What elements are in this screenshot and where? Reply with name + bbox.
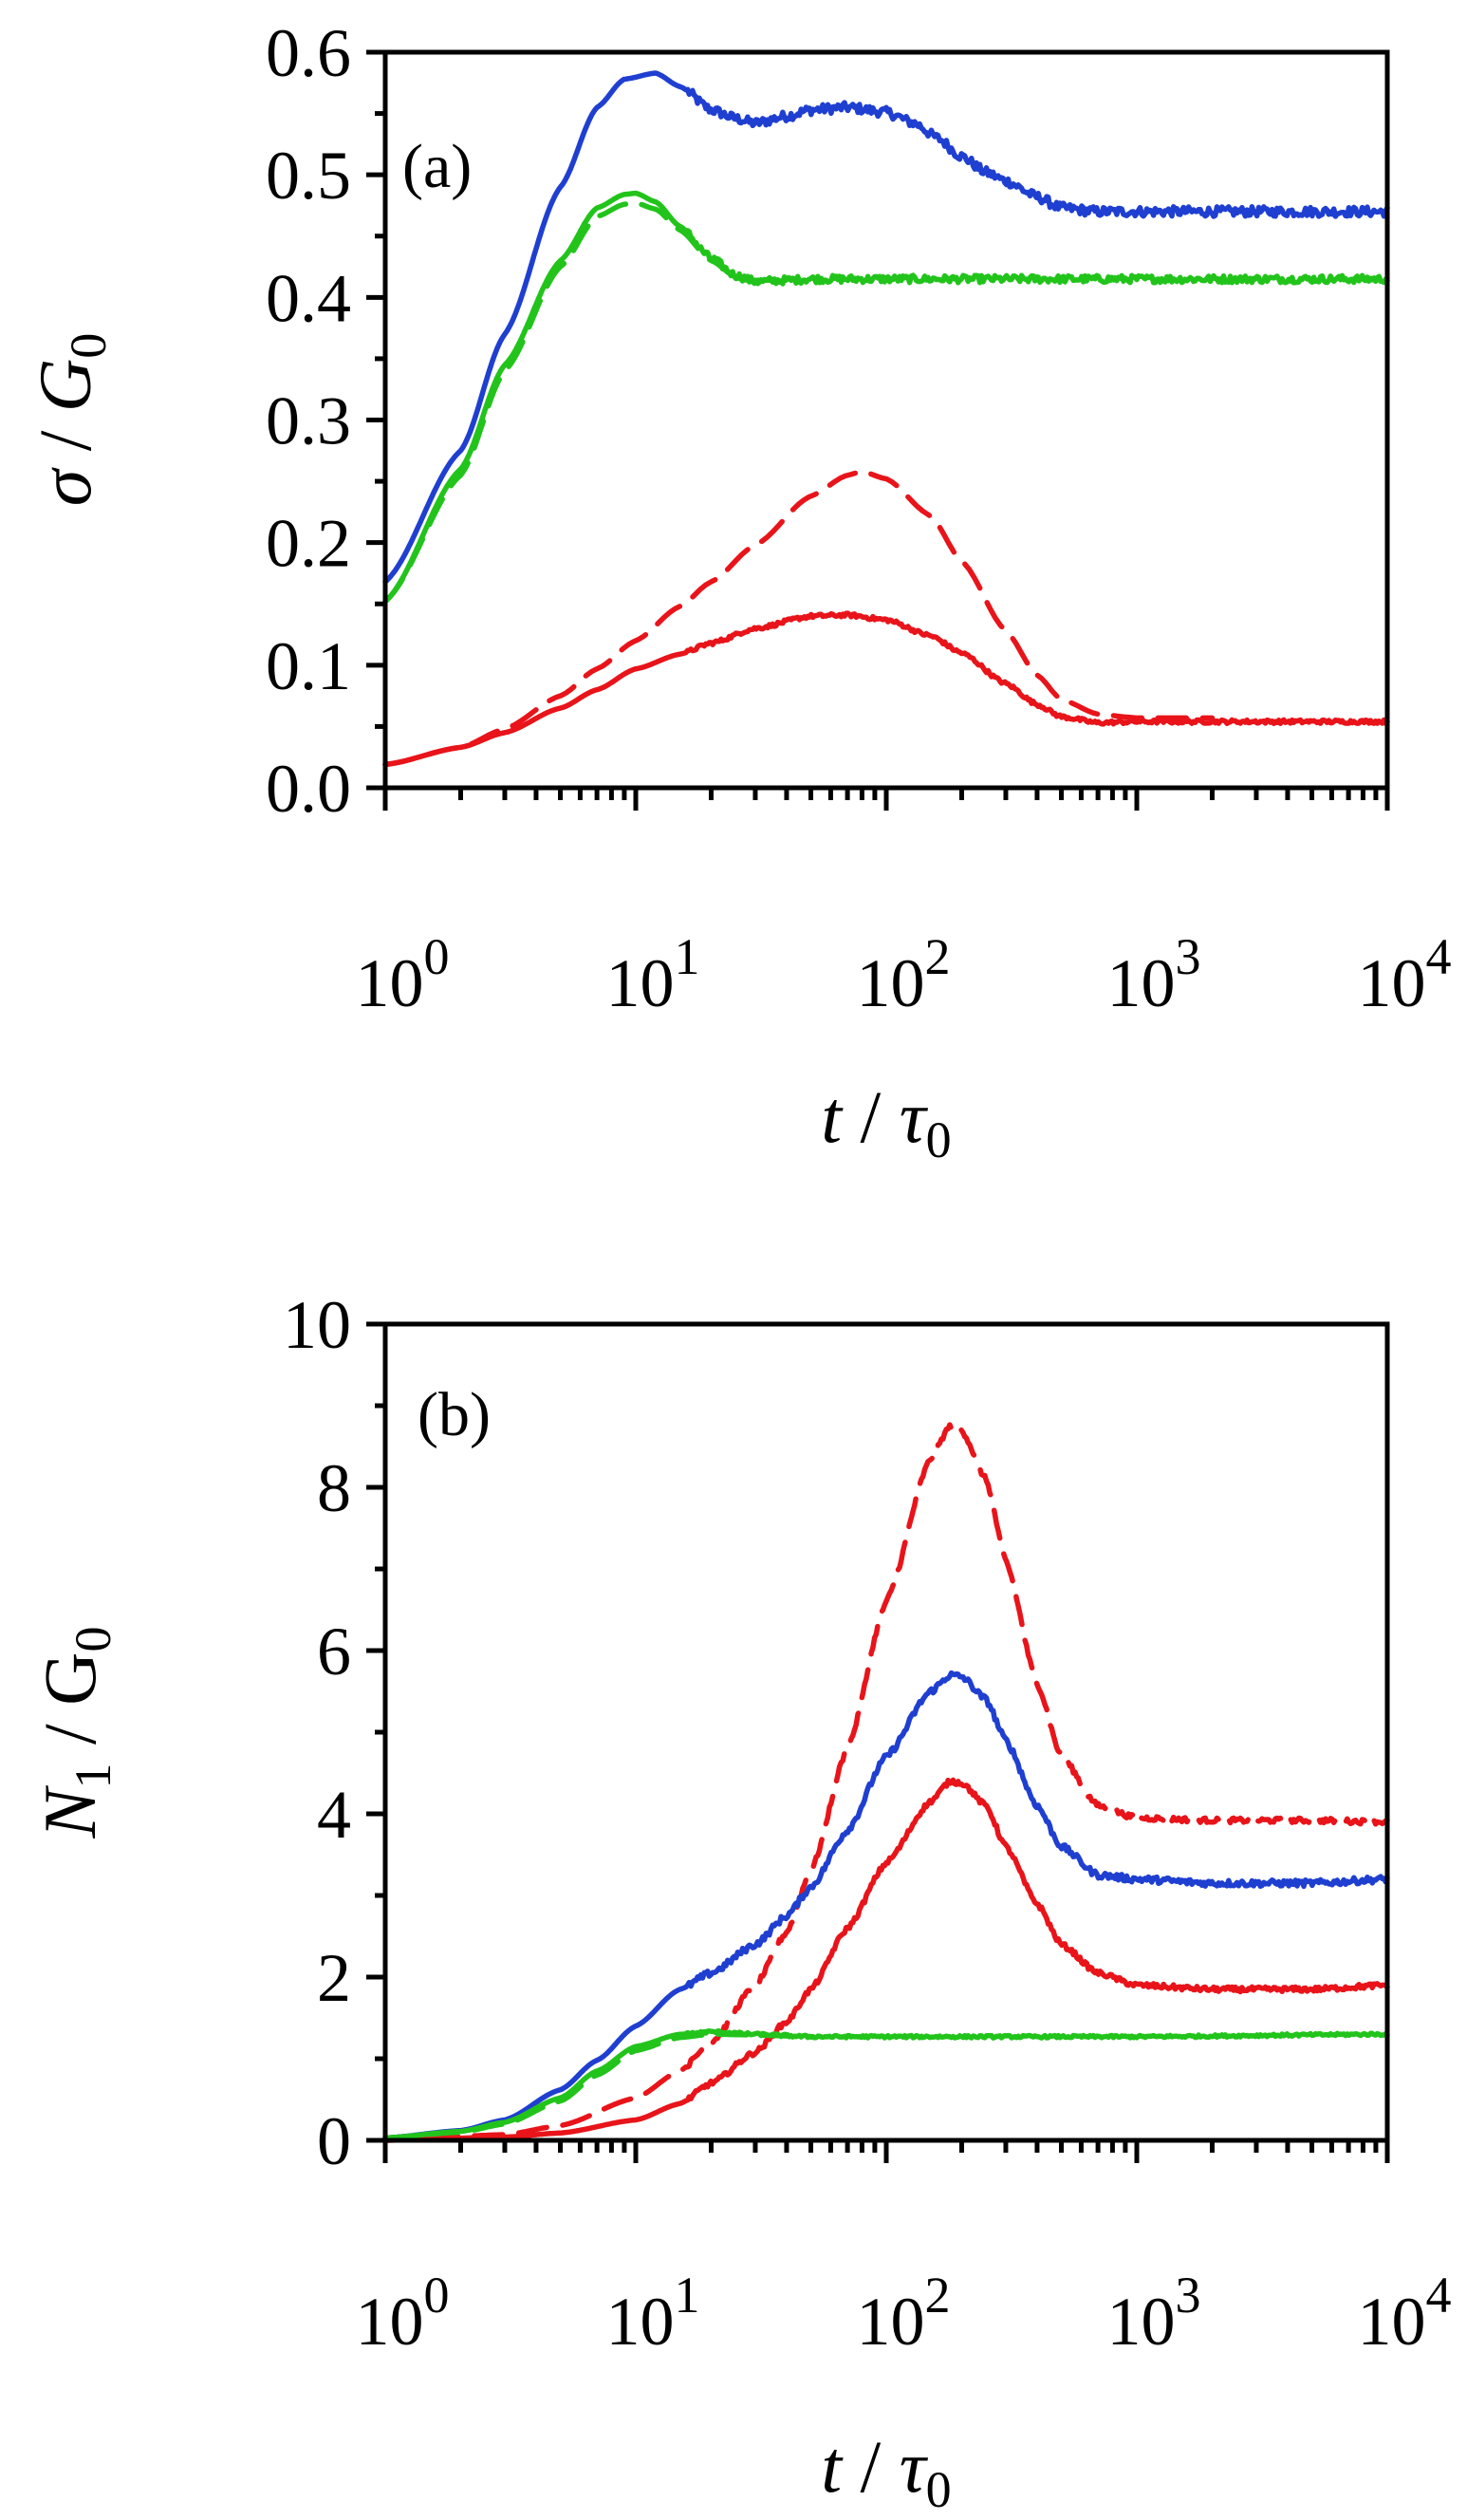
x-tick-label: 100 xyxy=(356,2267,450,2360)
x-tick-label: 102 xyxy=(857,2267,951,2360)
y-tick-label: 0.0 xyxy=(266,751,351,827)
panel-a-label: (a) xyxy=(402,132,472,201)
y-tick-label: 8 xyxy=(317,1450,351,1526)
y-tick-label: 0.6 xyxy=(266,15,351,91)
panel-b-plot-frame xyxy=(382,1321,1390,2143)
x-tick-label: 100 xyxy=(356,928,450,1021)
x-tick-label: 103 xyxy=(1107,928,1201,1021)
panel-a-x-axis-title: t / τ0 xyxy=(821,1075,951,1168)
panel-a-ticks: 0.0 0.1 0.2 0.3 0.4 0.5 0.6 100 101 102 103 104 xyxy=(266,15,1452,1021)
x-tick-label: 104 xyxy=(1358,928,1452,1021)
panel-a-series-green-solid xyxy=(382,190,1390,605)
panel-b-y-axis-title: N1 / G0 xyxy=(28,1626,121,1839)
panel-a-series-blue-solid xyxy=(382,70,1390,585)
panel-b-series xyxy=(382,1422,1390,2143)
panel-b-series-green-solid xyxy=(382,2028,1390,2141)
x-tick-label: 101 xyxy=(606,928,700,1021)
x-tick-label: 102 xyxy=(857,928,951,1021)
y-tick-label: 0 xyxy=(317,2103,351,2179)
y-tick-label: 0.4 xyxy=(266,260,351,336)
y-tick-label: 4 xyxy=(317,1777,351,1853)
panel-a-series-red-dashed xyxy=(382,469,1216,768)
panel-b-ticks: 0 2 4 6 8 10 100 101 102 103 104 xyxy=(283,1287,1452,2360)
x-tick-label: 104 xyxy=(1358,2267,1452,2360)
panel-b-x-axis-title: t / τ0 xyxy=(821,2425,951,2518)
y-tick-label: 2 xyxy=(317,1940,351,2016)
y-tick-label: 0.5 xyxy=(266,138,351,214)
panel-b-series-red-solid xyxy=(382,1777,1390,2143)
x-tick-label: 103 xyxy=(1107,2267,1201,2360)
panel-b-label: (b) xyxy=(418,1380,491,1449)
panel-b-series-green-dashed xyxy=(382,2031,814,2141)
y-tick-label: 10 xyxy=(283,1287,351,1363)
panel-a-y-axis-title: σ / G0 xyxy=(24,333,117,506)
panel-a-series xyxy=(382,70,1390,768)
panel-a-series-green-dashed xyxy=(382,200,789,605)
panel-a-series-red-solid xyxy=(382,610,1390,768)
y-tick-label: 0.2 xyxy=(266,506,351,582)
panel-b-series-blue-solid xyxy=(382,1670,1390,2141)
panel-a-plot-frame xyxy=(382,49,1390,791)
y-tick-label: 6 xyxy=(317,1614,351,1689)
y-tick-label: 0.3 xyxy=(266,383,351,459)
panel-b-series-red-dashed xyxy=(382,1422,1390,2143)
panel-b: 0 2 4 6 8 10 100 101 102 103 104 (b) t / τ0 N1 / G… xyxy=(28,1287,1452,2518)
panel-a: 0.0 0.1 0.2 0.3 0.4 0.5 0.6 100 101 102 103 104 (a)… xyxy=(24,15,1452,1168)
y-tick-label: 0.1 xyxy=(266,628,351,704)
x-tick-label: 101 xyxy=(606,2267,700,2360)
